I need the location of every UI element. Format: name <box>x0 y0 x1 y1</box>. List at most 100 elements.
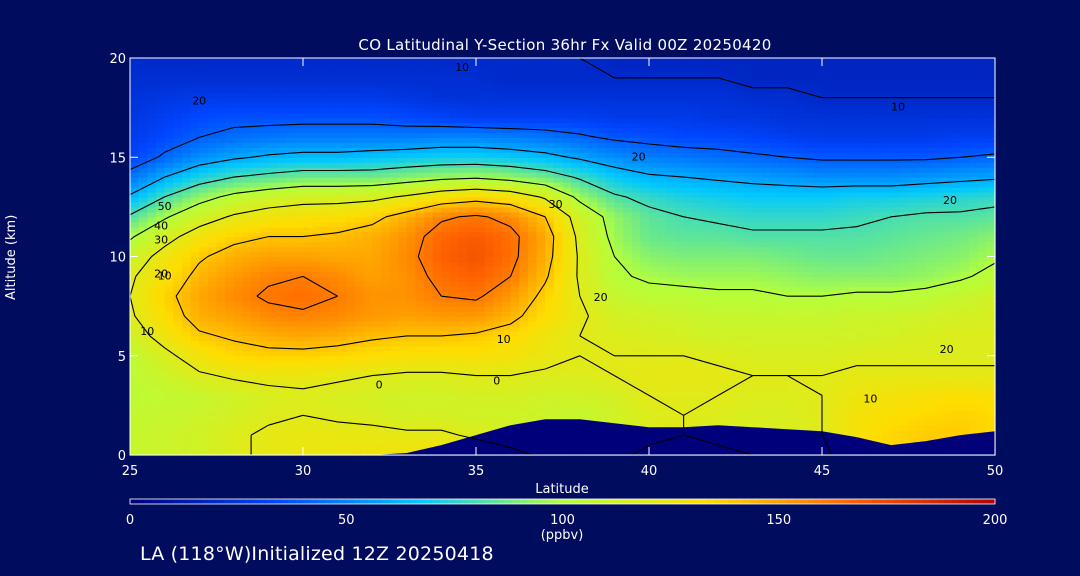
co-cell <box>977 256 987 263</box>
co-cell <box>847 385 858 392</box>
co-cell <box>519 375 529 382</box>
co-cell <box>891 226 901 233</box>
co-cell <box>709 291 719 297</box>
co-cell <box>476 360 486 367</box>
co-cell <box>354 251 365 258</box>
co-cell <box>666 256 676 263</box>
co-cell <box>951 405 961 411</box>
co-cell <box>501 261 512 268</box>
co-cell <box>389 196 399 203</box>
co-cell <box>787 390 797 397</box>
co-cell <box>207 440 218 446</box>
co-cell <box>787 221 797 228</box>
co-cell <box>934 231 944 238</box>
co-cell <box>718 385 728 392</box>
co-cell <box>398 395 408 402</box>
co-cell <box>233 236 244 243</box>
co-cell <box>354 201 365 208</box>
co-cell <box>155 425 166 431</box>
co-cell <box>977 375 987 382</box>
co-cell <box>917 276 927 282</box>
co-cell <box>199 206 209 213</box>
co-cell <box>476 271 486 277</box>
co-cell <box>311 435 321 441</box>
co-cell <box>804 380 814 387</box>
co-cell <box>519 246 529 253</box>
co-cell <box>553 231 564 238</box>
co-cell <box>467 241 477 248</box>
co-cell <box>847 286 858 292</box>
co-cell <box>173 425 183 431</box>
co-cell <box>588 281 598 287</box>
co-cell <box>623 271 633 277</box>
co-cell <box>951 216 961 223</box>
co-cell <box>536 316 546 322</box>
co-cell <box>865 226 875 233</box>
co-cell <box>337 420 347 426</box>
co-cell <box>354 296 365 302</box>
co-cell <box>346 410 356 416</box>
co-cell <box>969 330 979 337</box>
co-cell <box>700 365 711 372</box>
co-cell <box>406 266 417 272</box>
co-cell <box>873 221 884 228</box>
co-cell <box>320 345 330 352</box>
co-cell <box>856 400 866 406</box>
co-cell <box>744 301 754 307</box>
co-cell <box>363 420 373 426</box>
co-cell <box>761 405 771 411</box>
co-cell <box>294 450 304 456</box>
co-cell <box>986 246 996 253</box>
co-cell <box>389 306 399 312</box>
co-cell <box>216 206 226 213</box>
co-cell <box>372 271 382 277</box>
co-cell <box>406 271 417 277</box>
co-cell <box>536 216 546 223</box>
co-cell <box>484 355 494 362</box>
co-cell <box>631 345 641 352</box>
co-cell <box>164 410 174 416</box>
co-cell <box>130 211 140 218</box>
co-cell <box>865 415 875 421</box>
co-cell <box>674 296 685 302</box>
co-cell <box>233 211 244 218</box>
co-cell <box>700 340 711 347</box>
co-cell <box>934 276 944 282</box>
co-cell <box>605 236 615 243</box>
co-cell <box>865 241 875 248</box>
co-cell <box>977 246 987 253</box>
co-cell <box>389 276 399 282</box>
co-cell <box>908 296 918 302</box>
co-cell <box>674 291 685 297</box>
co-cell <box>476 370 486 377</box>
co-cell <box>709 365 719 372</box>
co-cell <box>458 365 468 372</box>
co-cell <box>389 390 399 397</box>
co-cell <box>398 306 408 312</box>
co-cell <box>519 316 529 322</box>
co-cell <box>605 311 615 317</box>
co-cell <box>865 410 875 416</box>
co-cell <box>692 241 702 248</box>
co-cell <box>389 445 399 451</box>
co-cell <box>666 420 676 426</box>
co-cell <box>588 311 598 317</box>
co-cell <box>865 266 875 272</box>
co-cell <box>225 321 235 327</box>
co-cell <box>977 241 987 248</box>
co-cell <box>796 236 806 243</box>
co-cell <box>476 216 486 223</box>
co-cell <box>389 321 399 327</box>
co-cell <box>493 241 503 248</box>
co-cell <box>328 395 339 402</box>
co-cell <box>311 395 321 402</box>
co-cell <box>787 301 797 307</box>
co-cell <box>519 271 529 277</box>
co-cell <box>899 241 910 248</box>
co-cell <box>346 271 356 277</box>
co-cell <box>813 365 823 372</box>
co-cell <box>225 450 235 456</box>
co-cell <box>268 395 278 402</box>
co-cell <box>718 281 728 287</box>
co-cell <box>891 435 901 441</box>
